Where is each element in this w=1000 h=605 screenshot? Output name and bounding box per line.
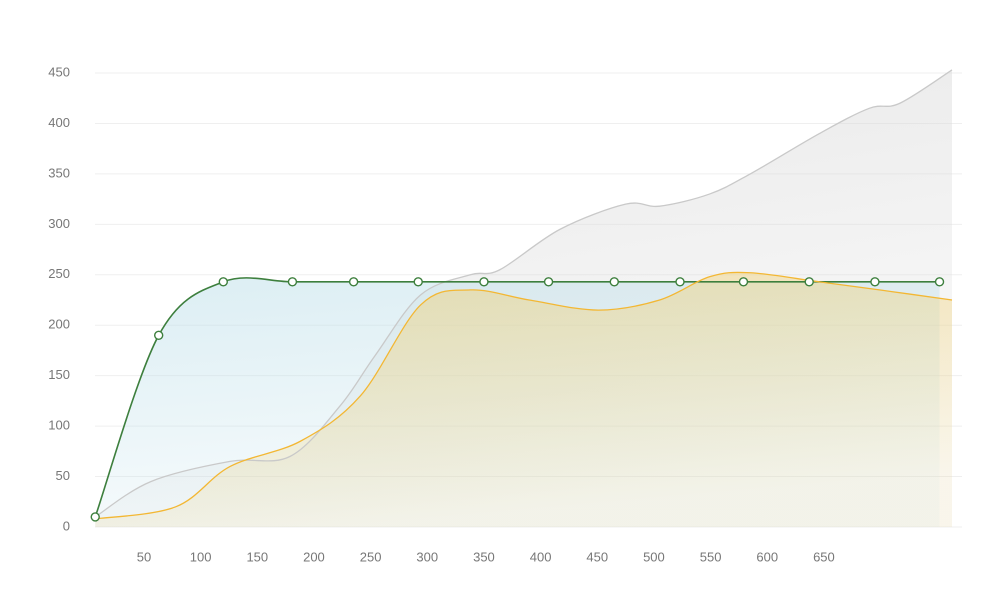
point-marker bbox=[413, 277, 423, 287]
x-tick-label: 200 bbox=[303, 549, 325, 564]
point-marker bbox=[218, 277, 228, 287]
point-marker bbox=[804, 277, 814, 287]
area-fill bbox=[95, 272, 952, 527]
point-marker bbox=[348, 277, 359, 287]
series-line bbox=[94, 277, 940, 518]
y-tick-label: 0 bbox=[63, 518, 70, 533]
point-marker bbox=[934, 277, 945, 287]
point-marker bbox=[870, 277, 880, 287]
x-tick-label: 50 bbox=[137, 549, 151, 564]
x-tick-label: 500 bbox=[643, 549, 665, 564]
point-marker bbox=[543, 277, 554, 287]
x-tick-label: 550 bbox=[700, 549, 722, 564]
x-tick-label: 250 bbox=[360, 549, 382, 564]
x-tick-label: 350 bbox=[473, 549, 495, 564]
y-tick-label: 450 bbox=[48, 64, 70, 79]
series-line bbox=[95, 271, 953, 520]
y-tick-label: 250 bbox=[48, 266, 70, 281]
x-tick-label: 650 bbox=[813, 549, 835, 564]
point-marker bbox=[479, 277, 489, 287]
series-line bbox=[94, 69, 953, 518]
y-tick-label: 350 bbox=[48, 165, 70, 180]
x-tick-label: 600 bbox=[756, 549, 778, 564]
x-tick-label: 150 bbox=[246, 549, 268, 564]
x-tick-label: 100 bbox=[190, 549, 212, 564]
y-tick-label: 400 bbox=[48, 115, 70, 130]
y-tick-label: 200 bbox=[48, 317, 70, 332]
x-tick-label: 450 bbox=[586, 549, 608, 564]
x-tick-label: 400 bbox=[530, 549, 552, 564]
y-tick-label: 300 bbox=[48, 216, 70, 231]
point-marker bbox=[153, 330, 164, 341]
point-marker bbox=[287, 277, 298, 287]
point-marker bbox=[675, 277, 685, 287]
point-marker bbox=[738, 277, 749, 287]
y-tick-label: 50 bbox=[56, 468, 70, 483]
x-tick-label: 300 bbox=[416, 549, 438, 564]
point-marker bbox=[609, 277, 619, 287]
y-tick-label: 100 bbox=[48, 418, 70, 433]
y-tick-label: 150 bbox=[48, 367, 70, 382]
point-marker bbox=[90, 512, 100, 522]
